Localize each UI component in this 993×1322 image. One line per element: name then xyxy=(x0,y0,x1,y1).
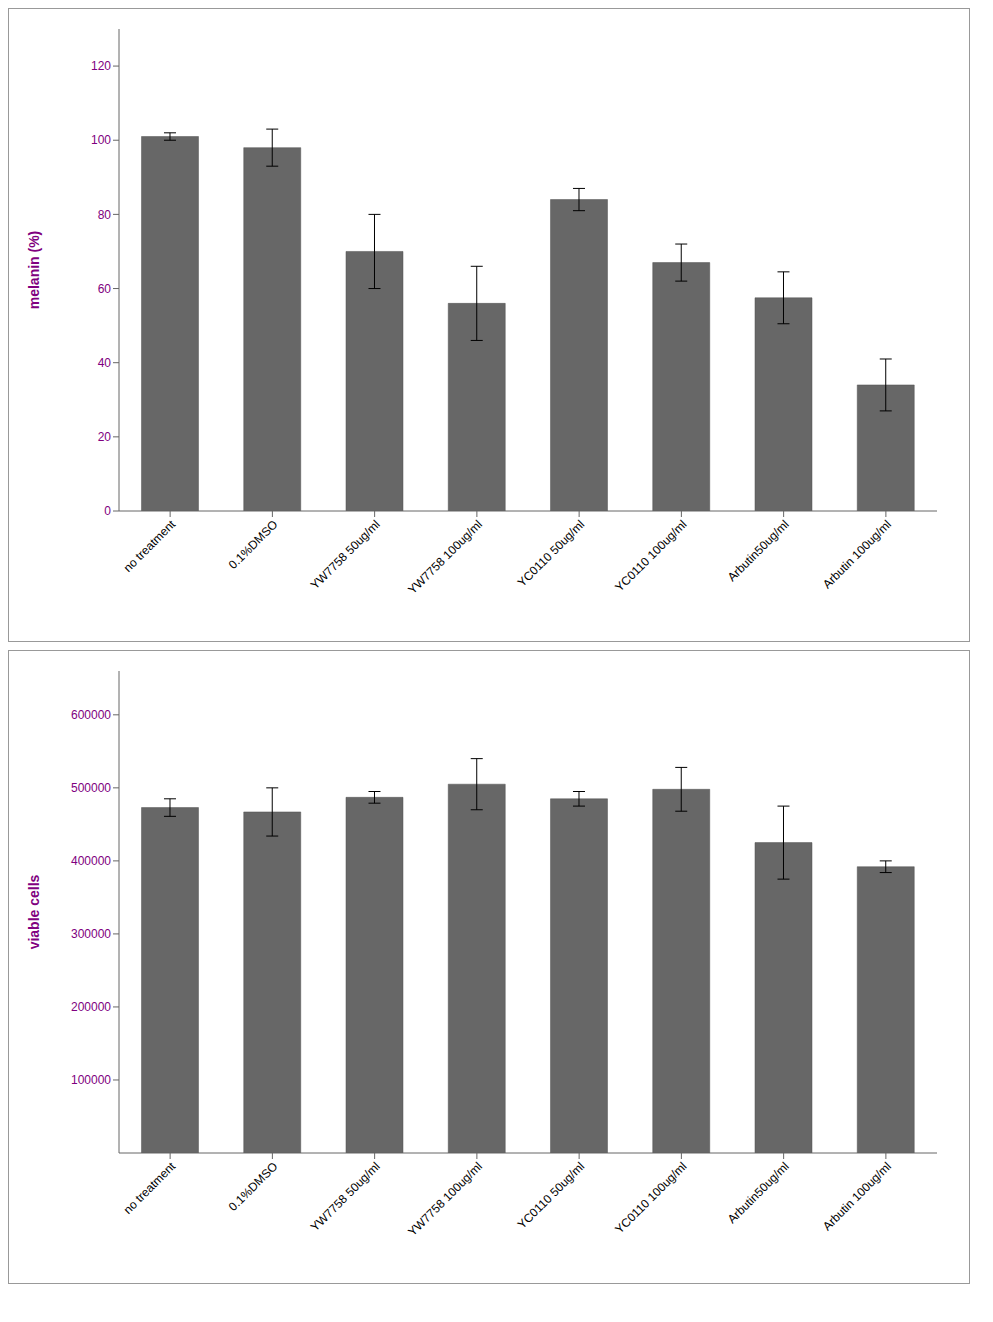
svg-text:YC0110 50ug/ml: YC0110 50ug/ml xyxy=(515,517,587,589)
svg-text:YW7758 50ug/ml: YW7758 50ug/ml xyxy=(308,1159,383,1234)
svg-text:YC0110 100ug/ml: YC0110 100ug/ml xyxy=(612,517,689,594)
svg-text:viable cells: viable cells xyxy=(26,874,42,949)
svg-text:YC0110 100ug/ml: YC0110 100ug/ml xyxy=(612,1159,689,1236)
svg-text:YW7758 50ug/ml: YW7758 50ug/ml xyxy=(308,517,383,592)
svg-text:Arbutin 100ug/ml: Arbutin 100ug/ml xyxy=(820,517,894,591)
svg-text:100: 100 xyxy=(91,133,111,147)
svg-text:Arbutin50ug/ml: Arbutin50ug/ml xyxy=(725,517,792,584)
svg-text:120: 120 xyxy=(91,59,111,73)
svg-text:YC0110 50ug/ml: YC0110 50ug/ml xyxy=(515,1159,587,1231)
svg-text:20: 20 xyxy=(98,430,112,444)
svg-text:Arbutin50ug/ml: Arbutin50ug/ml xyxy=(725,1159,792,1226)
svg-text:600000: 600000 xyxy=(71,708,111,722)
svg-text:no treatment: no treatment xyxy=(121,517,179,575)
svg-text:500000: 500000 xyxy=(71,781,111,795)
svg-text:400000: 400000 xyxy=(71,854,111,868)
svg-text:YW7758 100ug/ml: YW7758 100ug/ml xyxy=(405,517,485,597)
svg-text:melanin (%): melanin (%) xyxy=(26,231,42,310)
svg-text:0: 0 xyxy=(104,504,111,518)
svg-text:100000: 100000 xyxy=(71,1073,111,1087)
svg-text:60: 60 xyxy=(98,282,112,296)
svg-text:80: 80 xyxy=(98,208,112,222)
svg-text:no treatment: no treatment xyxy=(121,1159,179,1217)
svg-text:300000: 300000 xyxy=(71,927,111,941)
svg-text:0.1%DMSO: 0.1%DMSO xyxy=(226,1159,281,1214)
svg-text:YW7758 100ug/ml: YW7758 100ug/ml xyxy=(405,1159,485,1239)
svg-text:Arbutin 100ug/ml: Arbutin 100ug/ml xyxy=(820,1159,894,1233)
svg-text:200000: 200000 xyxy=(71,1000,111,1014)
svg-text:0.1%DMSO: 0.1%DMSO xyxy=(226,517,281,572)
svg-text:40: 40 xyxy=(98,356,112,370)
